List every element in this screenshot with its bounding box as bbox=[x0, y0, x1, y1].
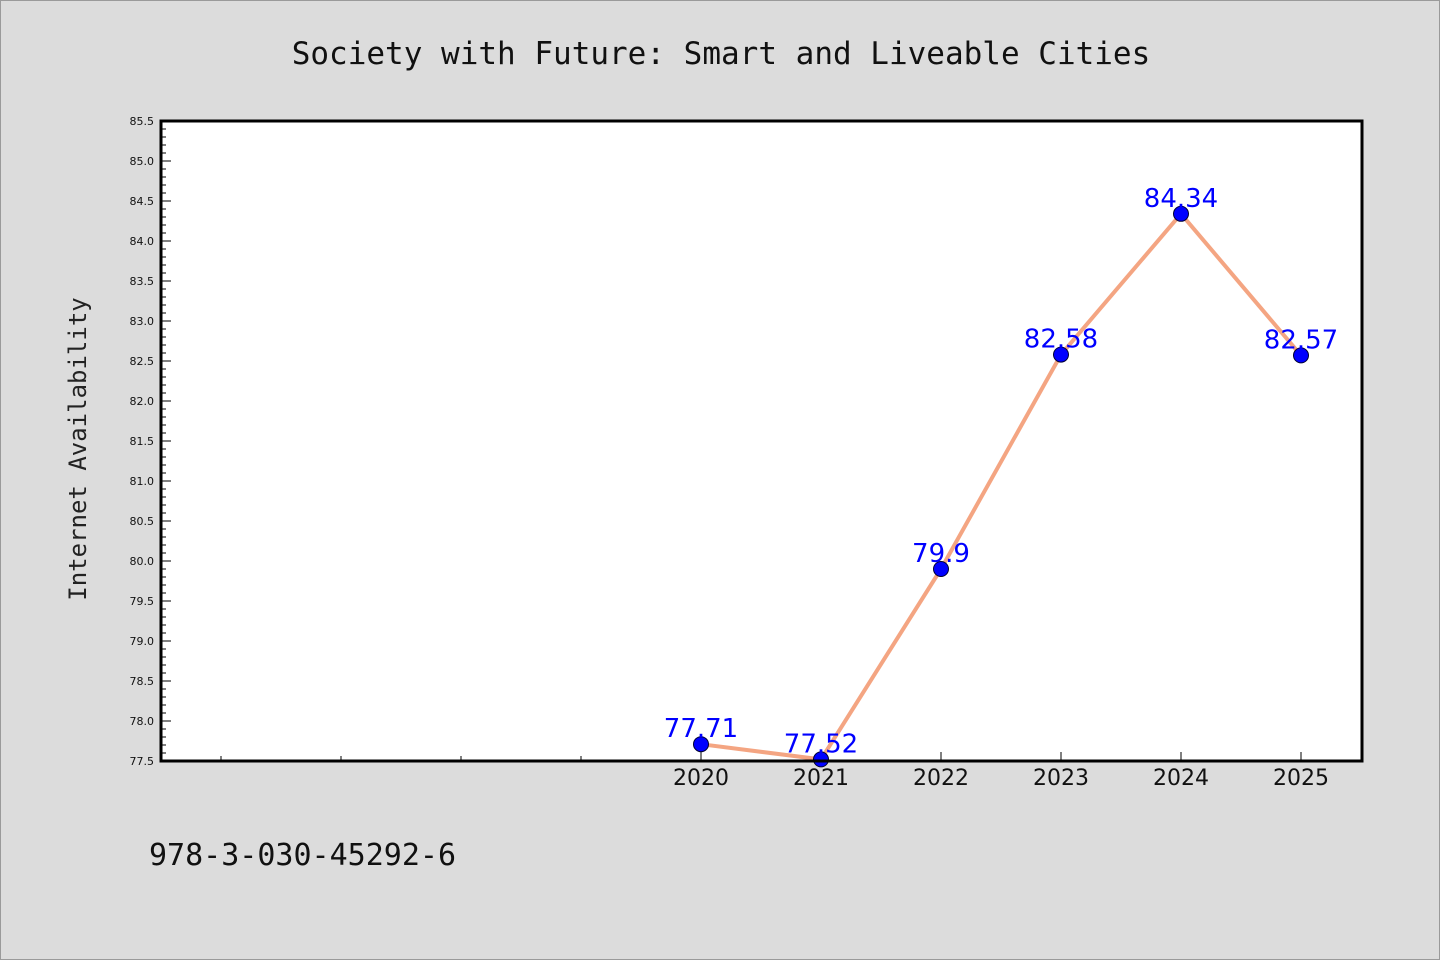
y-tick-label: 80.5 bbox=[130, 515, 155, 528]
data-label: 77.52 bbox=[784, 729, 858, 759]
y-tick-label: 79.5 bbox=[130, 595, 155, 608]
data-label: 79.9 bbox=[912, 539, 970, 569]
y-tick-label: 78.0 bbox=[130, 715, 155, 728]
y-tick-label: 82.0 bbox=[130, 395, 155, 408]
data-point bbox=[1173, 205, 1189, 222]
x-tick-label: 2020 bbox=[673, 766, 729, 791]
y-tick-label: 79.0 bbox=[130, 635, 155, 648]
y-tick-label: 85.5 bbox=[130, 115, 155, 128]
y-tick-label: 82.5 bbox=[130, 355, 155, 368]
data-label: 82.57 bbox=[1264, 325, 1338, 355]
data-label: 77.71 bbox=[664, 714, 738, 744]
series-line bbox=[699, 211, 1303, 762]
data-point bbox=[813, 751, 829, 768]
x-tick-label: 2025 bbox=[1273, 766, 1329, 791]
y-tick-label: 77.5 bbox=[130, 755, 155, 768]
plot-border bbox=[159, 119, 1364, 763]
series-markers bbox=[693, 205, 1309, 768]
y-axis-label: Internet Availability bbox=[64, 297, 92, 600]
y-tick-label: 84.0 bbox=[130, 235, 155, 248]
data-labels: 77.71 77.52 79.9 82.58 84.34 82.57 bbox=[664, 184, 1338, 760]
data-point bbox=[1053, 346, 1069, 363]
data-point bbox=[693, 736, 709, 753]
y-tick-label: 83.5 bbox=[130, 275, 155, 288]
isbn-text: 978-3-030-45292-6 bbox=[149, 838, 456, 873]
y-axis: 77.5 78.0 78.5 79.0 79.5 80.0 80.5 81.0 81.5 82.0… bbox=[130, 115, 171, 768]
y-tick-label: 80.0 bbox=[130, 555, 155, 568]
x-tick-label: 2024 bbox=[1153, 766, 1209, 791]
data-point bbox=[1293, 347, 1309, 364]
x-tick-label: 2022 bbox=[913, 766, 969, 791]
x-tick-label: 2021 bbox=[793, 766, 849, 791]
y-tick-label: 78.5 bbox=[130, 675, 155, 688]
y-tick-label: 85.0 bbox=[130, 155, 155, 168]
chart-title: Society with Future: Smart and Liveable … bbox=[292, 36, 1151, 72]
y-tick-label: 84.5 bbox=[130, 195, 155, 208]
y-tick-label: 83.0 bbox=[130, 315, 155, 328]
x-tick-label: 2023 bbox=[1033, 766, 1089, 791]
data-label: 84.34 bbox=[1144, 184, 1218, 214]
data-point bbox=[933, 561, 949, 577]
plot-area bbox=[161, 121, 1362, 761]
y-tick-label: 81.0 bbox=[130, 475, 155, 488]
y-tick-label: 81.5 bbox=[130, 435, 155, 448]
data-label: 82.58 bbox=[1024, 325, 1098, 355]
